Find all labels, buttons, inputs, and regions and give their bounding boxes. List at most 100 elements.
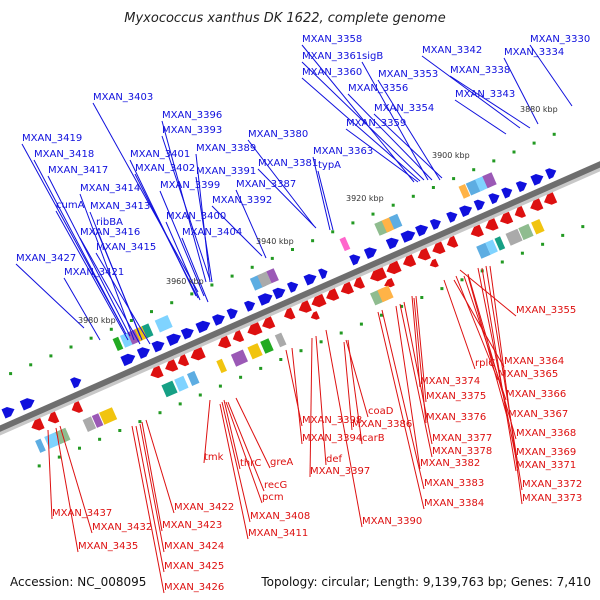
feature-dot — [259, 366, 263, 370]
forward-gene-arrow — [400, 230, 416, 243]
gene-label: carB — [362, 433, 385, 444]
gene-label: MXAN_3387 — [236, 179, 296, 190]
reverse-gene-arrow — [530, 198, 544, 211]
feature-dot — [98, 437, 102, 441]
leader-line — [15, 263, 85, 329]
gene-label: MXAN_3403 — [93, 92, 153, 103]
forward-gene-arrow — [180, 328, 194, 340]
gene-label: coaD — [368, 406, 394, 417]
forward-gene-arrow — [70, 377, 82, 389]
leader-line — [145, 419, 175, 514]
leader-line — [343, 341, 353, 431]
feature-dot — [279, 358, 283, 361]
annotation-block — [112, 336, 124, 351]
leader-line — [403, 301, 433, 445]
annotation-block — [377, 285, 394, 303]
reverse-gene-arrow — [370, 267, 387, 282]
gene-label: MXAN_3342 — [422, 45, 482, 56]
leader-line — [373, 113, 443, 179]
forward-gene-arrow — [1, 407, 15, 419]
gene-label: MXAN_3400 — [166, 211, 226, 222]
map-title: Myxococcus xanthus DK 1622, complete gen… — [124, 11, 445, 26]
forward-gene-arrow — [303, 274, 317, 286]
reverse-gene-arrow — [429, 258, 439, 268]
feature-dot — [561, 233, 565, 237]
leader-line — [411, 295, 421, 388]
feature-dot — [158, 411, 162, 415]
leader-line — [455, 275, 499, 381]
gene-label: MXAN_3418 — [34, 149, 94, 160]
feature-dot — [239, 375, 243, 379]
leader-line — [131, 425, 165, 594]
forward-gene-arrow — [287, 281, 299, 293]
annotation-block — [161, 380, 178, 398]
leader-line — [165, 221, 201, 301]
forward-gene-arrow — [501, 187, 513, 199]
forward-gene-arrow — [385, 237, 399, 250]
reverse-gene-arrow — [190, 347, 206, 361]
leader-line — [395, 305, 421, 470]
gene-label: MXAN_3426 — [164, 582, 224, 593]
forward-gene-arrow — [166, 333, 181, 346]
leader-line — [195, 153, 211, 283]
annotation-block — [35, 438, 46, 453]
gene-label: MXAN_3375 — [426, 391, 486, 402]
feature-dot — [150, 310, 153, 314]
feature-dot — [118, 429, 122, 432]
leader-line — [449, 75, 531, 129]
leader-line — [347, 93, 433, 181]
gene-label: MXAN_3378 — [432, 446, 492, 457]
forward-gene-arrow — [244, 300, 256, 312]
gene-label: MXAN_3408 — [250, 511, 310, 522]
leader-line — [79, 237, 141, 345]
leader-line — [211, 205, 263, 257]
reverse-gene-arrow — [311, 293, 327, 308]
feature-dot — [69, 345, 73, 349]
annotation-block — [482, 172, 497, 189]
gene-label: typA — [318, 160, 341, 171]
gene-label: MXAN_3343 — [455, 89, 515, 100]
feature-dot — [552, 132, 556, 136]
gene-label: thrC — [240, 458, 261, 469]
gene-label: MXAN_3402 — [135, 163, 195, 174]
gene-label: MXAN_3390 — [362, 516, 422, 527]
annotation-block — [274, 332, 287, 348]
feature-dot — [37, 464, 41, 468]
feature-dot — [411, 194, 415, 198]
tick-label: 3880 kbp — [520, 105, 558, 114]
leader-line — [92, 102, 199, 293]
gene-label: MXAN_3356 — [348, 83, 408, 94]
reverse-gene-arrow — [386, 260, 402, 275]
reverse-gene-arrow — [262, 316, 276, 329]
reverse-gene-arrow — [247, 322, 263, 336]
forward-gene-arrow — [473, 199, 485, 211]
feature-dot — [331, 230, 335, 234]
feature-dot — [230, 274, 234, 278]
leader-line — [55, 210, 129, 341]
feature-dot — [190, 292, 194, 296]
gene-label: MXAN_3381 — [258, 158, 318, 169]
leader-line — [361, 61, 429, 181]
gene-label: MXAN_3376 — [426, 412, 486, 423]
leader-line — [135, 425, 165, 573]
leader-line — [235, 189, 267, 259]
forward-gene-arrow — [530, 174, 544, 186]
feature-dot — [311, 239, 315, 243]
leader-line — [301, 77, 421, 182]
annotation-block — [154, 315, 173, 333]
feature-dot — [210, 283, 214, 287]
reverse-gene-arrow — [500, 211, 514, 225]
reverse-gene-arrow — [150, 365, 164, 379]
gene-label: MXAN_3358 — [302, 34, 362, 45]
gene-label: MXAN_3419 — [22, 133, 82, 144]
annotation-block — [230, 349, 248, 367]
leader-line — [95, 227, 143, 341]
forward-gene-arrow — [545, 168, 557, 180]
reverse-gene-arrow — [403, 254, 417, 267]
leader-line — [381, 309, 425, 490]
annotation-block — [531, 219, 545, 235]
leader-line — [454, 99, 507, 135]
leader-line — [33, 159, 127, 335]
feature-dot — [472, 168, 476, 172]
